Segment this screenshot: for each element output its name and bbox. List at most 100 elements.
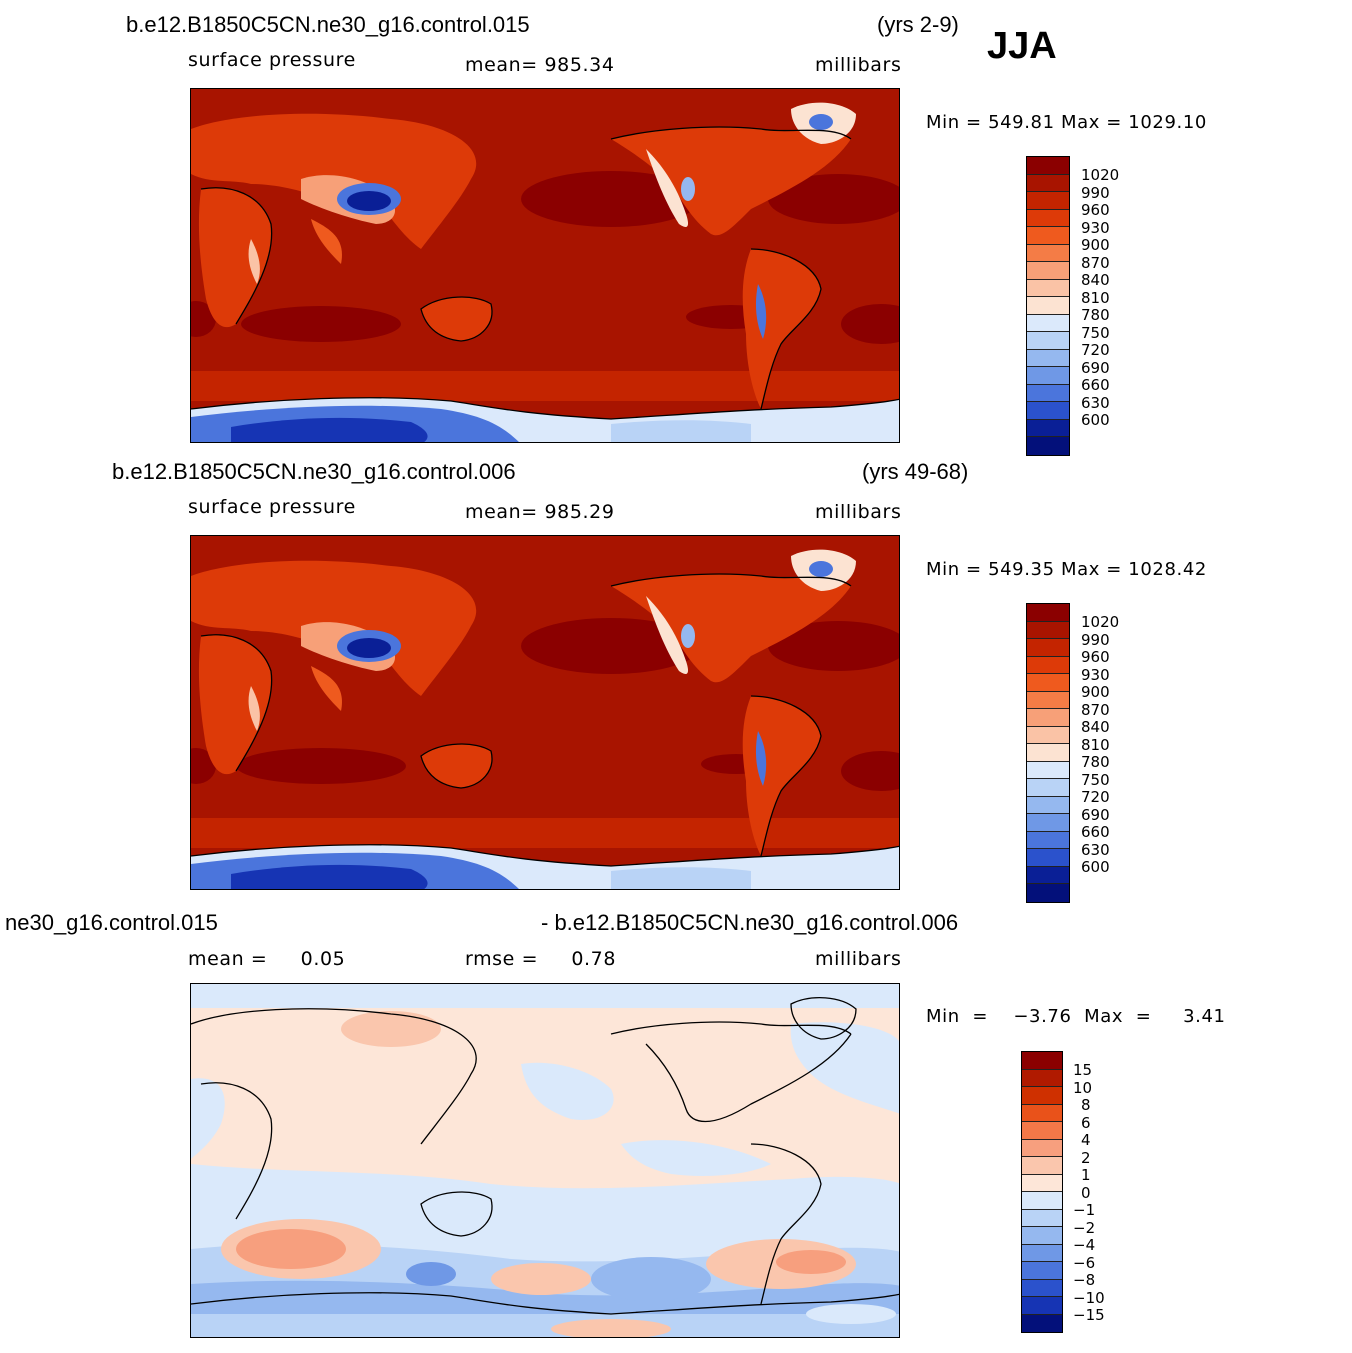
panel2-variable: surface pressure (188, 496, 356, 518)
panel1-colorbar-label: 600 (1081, 411, 1110, 429)
panel1-years: (yrs 2-9) (877, 12, 959, 37)
panel2-colorbar-label: 960 (1081, 648, 1110, 666)
panel1-colorbar-box (1027, 157, 1069, 175)
panel2-colorbar-box (1027, 779, 1069, 797)
panel1-colorbar-label: 1020 (1081, 166, 1120, 184)
panel2-colorbar-label: 1020 (1081, 613, 1120, 631)
panel3-colorbar-box (1022, 1279, 1062, 1297)
panel2-colorbar-box (1027, 604, 1069, 622)
panel3-colorbar-box (1022, 1069, 1062, 1087)
panel2-map (190, 535, 900, 890)
panel1-colorbar-box (1027, 419, 1069, 437)
panel3-colorbar-label: −15 (1073, 1306, 1105, 1324)
panel2-colorbar-label: 690 (1081, 806, 1110, 824)
panel2-colorbar-label: 990 (1081, 631, 1110, 649)
panel2-colorbar-label: 750 (1081, 771, 1110, 789)
panel3-colorbar-label: 4 (1081, 1131, 1091, 1149)
panel1-colorbar-box (1027, 262, 1069, 280)
panel3-colorbar-box (1022, 1297, 1062, 1315)
panel3-map-plot (191, 984, 899, 1337)
panel2-colorbar-box (1027, 639, 1069, 657)
panel3-colorbar-box (1022, 1244, 1062, 1262)
panel3-colorbar-box (1022, 1122, 1062, 1140)
panel2-colorbar-label: 930 (1081, 666, 1110, 684)
panel1-variable: surface pressure (188, 49, 356, 71)
panel3-colorbar-box (1022, 1087, 1062, 1105)
panel2-colorbar-box (1027, 674, 1069, 692)
panel1-colorbar-label: 870 (1081, 254, 1110, 272)
panel2-units: millibars (815, 501, 902, 523)
panel3-colorbar-label: 15 (1073, 1061, 1093, 1079)
panel1-colorbar-box (1027, 297, 1069, 315)
panel2-colorbar-label: 660 (1081, 823, 1110, 841)
panel3-colorbar-box (1022, 1174, 1062, 1192)
panel2-colorbar-box (1027, 726, 1069, 744)
panel1-colorbar-label: 720 (1081, 341, 1110, 359)
panel2-colorbar-box (1027, 656, 1069, 674)
panel3-mean: mean = 0.05 (188, 948, 346, 970)
panel2-colorbar-box (1027, 814, 1069, 832)
panel1-colorbar-box (1027, 244, 1069, 262)
panel3-colorbar-label: −8 (1073, 1271, 1096, 1289)
panel1-colorbar-box (1027, 402, 1069, 420)
panel1-colorbar-label: 660 (1081, 376, 1110, 394)
panel3-colorbar (1021, 1051, 1063, 1333)
panel3-colorbar-box (1022, 1314, 1062, 1332)
panel3-colorbar-label: −6 (1073, 1254, 1096, 1272)
panel3-colorbar-box (1022, 1052, 1062, 1070)
panel3-colorbar-label: 0 (1081, 1184, 1091, 1202)
panel1-colorbar-label: 990 (1081, 184, 1110, 202)
panel2-colorbar-box (1027, 761, 1069, 779)
panel2-colorbar-label: 900 (1081, 683, 1110, 701)
panel1-colorbar-box (1027, 367, 1069, 385)
panel1-colorbar-label: 780 (1081, 306, 1110, 324)
panel2-colorbar-label: 870 (1081, 701, 1110, 719)
panel2-colorbar-label: 780 (1081, 753, 1110, 771)
panel1-colorbar (1026, 156, 1070, 456)
panel3-colorbar-label: −10 (1073, 1289, 1105, 1307)
panel2-colorbar-label: 720 (1081, 788, 1110, 806)
panel1-colorbar-label: 960 (1081, 201, 1110, 219)
panel2-colorbar (1026, 603, 1070, 903)
panel3-colorbar-label: 2 (1081, 1149, 1091, 1167)
panel3-colorbar-box (1022, 1262, 1062, 1280)
panel1-colorbar-box (1027, 192, 1069, 210)
panel2-mean: mean= 985.29 (465, 501, 615, 523)
panel3-colorbar-label: 8 (1081, 1096, 1091, 1114)
panel2-minmax: Min = 549.35 Max = 1028.42 (926, 559, 1207, 580)
panel2-colorbar-box (1027, 849, 1069, 867)
panel2-colorbar-label: 810 (1081, 736, 1110, 754)
panel1-colorbar-label: 750 (1081, 324, 1110, 342)
panel1-colorbar-box (1027, 349, 1069, 367)
panel3-map (190, 983, 900, 1338)
panel2-colorbar-label: 600 (1081, 858, 1110, 876)
panel3-minmax: Min = −3.76 Max = 3.41 (926, 1006, 1226, 1027)
panel2-colorbar-box (1027, 884, 1069, 902)
panel3-colorbar-label: 1 (1081, 1166, 1091, 1184)
panel2-colorbar-box (1027, 621, 1069, 639)
panel1-colorbar-label: 690 (1081, 359, 1110, 377)
panel2-years: (yrs 49-68) (862, 459, 969, 484)
panel1-colorbar-label: 810 (1081, 289, 1110, 307)
panel1-colorbar-box (1027, 174, 1069, 192)
panel2-colorbar-box (1027, 744, 1069, 762)
panel1-colorbar-box (1027, 279, 1069, 297)
season-label: JJA (987, 25, 1057, 67)
panel1-mean: mean= 985.34 (465, 54, 615, 76)
panel3-rmse: rmse = 0.78 (465, 948, 617, 970)
panel1-colorbar-box (1027, 332, 1069, 350)
panel3-colorbar-box (1022, 1139, 1062, 1157)
panel3-colorbar-label: −4 (1073, 1236, 1096, 1254)
panel3-colorbar-box (1022, 1209, 1062, 1227)
panel1-case-title: b.e12.B1850C5CN.ne30_g16.control.015 (126, 12, 530, 37)
panel3-colorbar-label: 6 (1081, 1114, 1091, 1132)
panel1-minmax: Min = 549.81 Max = 1029.10 (926, 112, 1207, 133)
panel1-colorbar-box (1027, 314, 1069, 332)
panel3-units: millibars (815, 948, 902, 970)
panel2-colorbar-box (1027, 831, 1069, 849)
panel2-colorbar-box (1027, 691, 1069, 709)
panel2-colorbar-label: 630 (1081, 841, 1110, 859)
panel1-colorbar-label: 630 (1081, 394, 1110, 412)
panel1-colorbar-box (1027, 209, 1069, 227)
panel3-colorbar-box (1022, 1192, 1062, 1210)
